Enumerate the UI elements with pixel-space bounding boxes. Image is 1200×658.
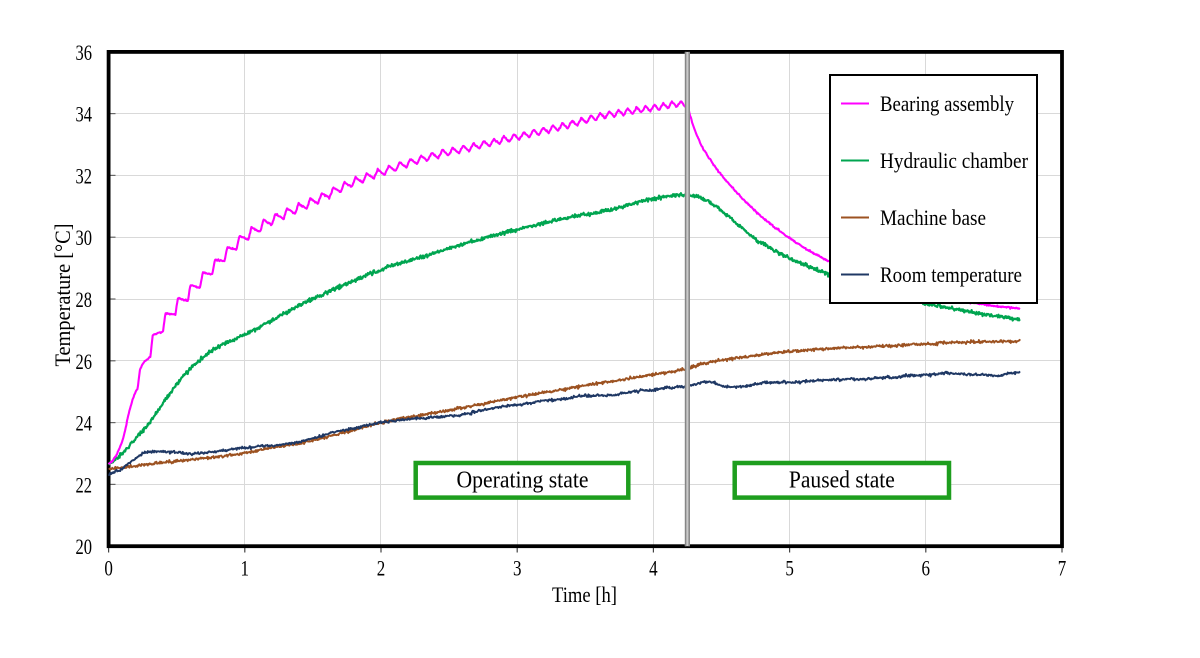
svg-text:3: 3 (513, 556, 522, 581)
svg-text:30: 30 (76, 225, 93, 250)
svg-text:Time [h]: Time [h] (552, 582, 617, 607)
svg-text:20: 20 (76, 534, 93, 559)
svg-text:36: 36 (76, 40, 93, 65)
svg-text:0: 0 (104, 556, 113, 581)
svg-text:1: 1 (241, 556, 250, 581)
svg-text:32: 32 (76, 163, 93, 188)
svg-text:22: 22 (76, 472, 93, 497)
svg-text:34: 34 (76, 102, 93, 127)
svg-text:4: 4 (649, 556, 658, 581)
svg-text:Hydraulic chamber: Hydraulic chamber (880, 148, 1029, 173)
svg-text:Temperature [°C]: Temperature [°C] (50, 224, 75, 367)
svg-text:Room temperature: Room temperature (880, 262, 1022, 287)
svg-text:Paused state: Paused state (789, 467, 895, 493)
svg-text:Bearing assembly: Bearing assembly (880, 91, 1014, 116)
svg-text:28: 28 (76, 287, 93, 312)
svg-text:24: 24 (76, 411, 93, 436)
svg-text:26: 26 (76, 349, 93, 374)
svg-text:5: 5 (785, 556, 794, 581)
svg-text:6: 6 (922, 556, 931, 581)
svg-text:2: 2 (377, 556, 386, 581)
svg-text:7: 7 (1058, 556, 1067, 581)
svg-text:Machine base: Machine base (880, 205, 986, 230)
svg-text:Operating state: Operating state (457, 467, 589, 493)
